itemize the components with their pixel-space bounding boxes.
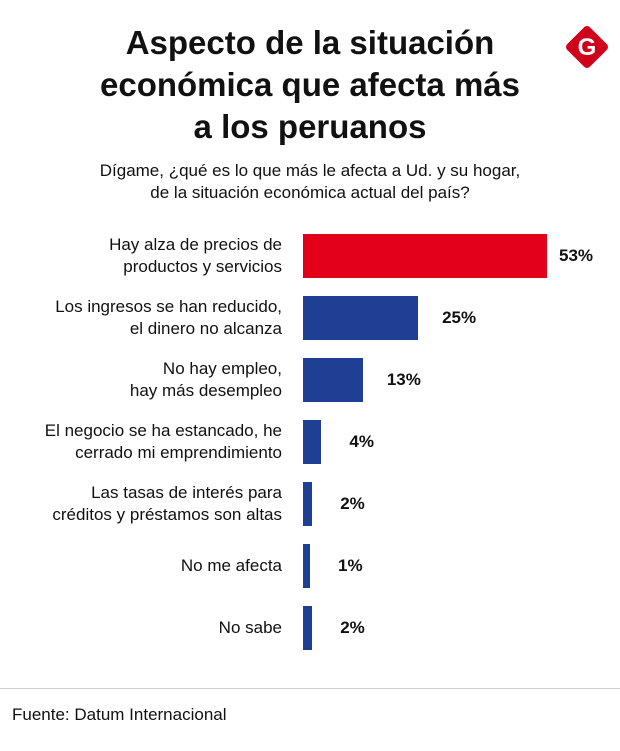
bar-value-label: 25%	[442, 308, 477, 327]
bar-value-label: 13%	[386, 370, 421, 389]
bar-chart: Hay alza de precios de productos y servic…	[0, 234, 594, 650]
category-label-line: Los ingresos se han reducido,	[55, 297, 282, 316]
subtitle-line: Dígame, ¿qué es lo que más le afecta a U…	[99, 161, 521, 180]
chart-title: Aspecto de la situación económica que af…	[80, 22, 540, 148]
bar	[303, 420, 322, 464]
category-label-line: No sabe	[218, 618, 282, 637]
category-label: Hay alza de precios de productos y servic…	[0, 234, 282, 278]
bar-value-label: 53%	[559, 246, 594, 265]
subtitle-line: de la situación económica actual del paí…	[150, 183, 470, 202]
category-label-line: cerrado mi emprendimiento	[75, 443, 282, 462]
logo-letter: G	[578, 34, 597, 61]
logo-diamond	[566, 26, 608, 68]
bar	[303, 358, 363, 402]
category-label-line: El negocio se ha estancado, he	[44, 421, 282, 440]
bar	[303, 482, 313, 526]
source-note: Fuente: Datum Internacional	[12, 705, 227, 724]
gestion-logo-icon: G	[566, 26, 608, 68]
category-label-line: el dinero no alcanza	[129, 319, 282, 338]
bar	[303, 296, 419, 340]
category-label-line: No hay empleo,	[162, 359, 282, 378]
category-label: No me afecta	[0, 555, 282, 577]
category-label: El negocio se ha estancado, he cerrado mi…	[0, 420, 282, 464]
bar-value-label: 2%	[340, 494, 365, 513]
title-line: económica que afecta más	[99, 66, 520, 103]
bar-value-label: 1%	[338, 556, 363, 575]
category-label: Las tasas de interés para créditos y prés…	[0, 482, 282, 526]
category-label-line: Hay alza de precios de	[109, 235, 282, 254]
title-line: Aspecto de la situación	[125, 24, 495, 61]
bar-value-label: 4%	[349, 432, 374, 451]
category-label-line: créditos y préstamos son altas	[52, 505, 282, 524]
category-label-line: hay más desempleo	[129, 381, 282, 400]
title-line: a los peruanos	[193, 108, 427, 145]
bar	[303, 234, 547, 278]
category-label-line: Las tasas de interés para	[91, 483, 282, 502]
footer-divider	[0, 688, 620, 689]
bar-value-label: 2%	[340, 618, 365, 637]
category-label-line: productos y servicios	[123, 257, 282, 276]
category-label: No sabe	[0, 617, 282, 639]
bar	[303, 606, 313, 650]
category-label-line: No me afecta	[180, 556, 282, 575]
bar	[303, 544, 310, 588]
chart-subtitle: Dígame, ¿qué es lo que más le afecta a U…	[40, 160, 580, 204]
category-label: Los ingresos se han reducido, el dinero n…	[0, 296, 282, 340]
category-label: No hay empleo, hay más desempleo	[0, 358, 282, 402]
